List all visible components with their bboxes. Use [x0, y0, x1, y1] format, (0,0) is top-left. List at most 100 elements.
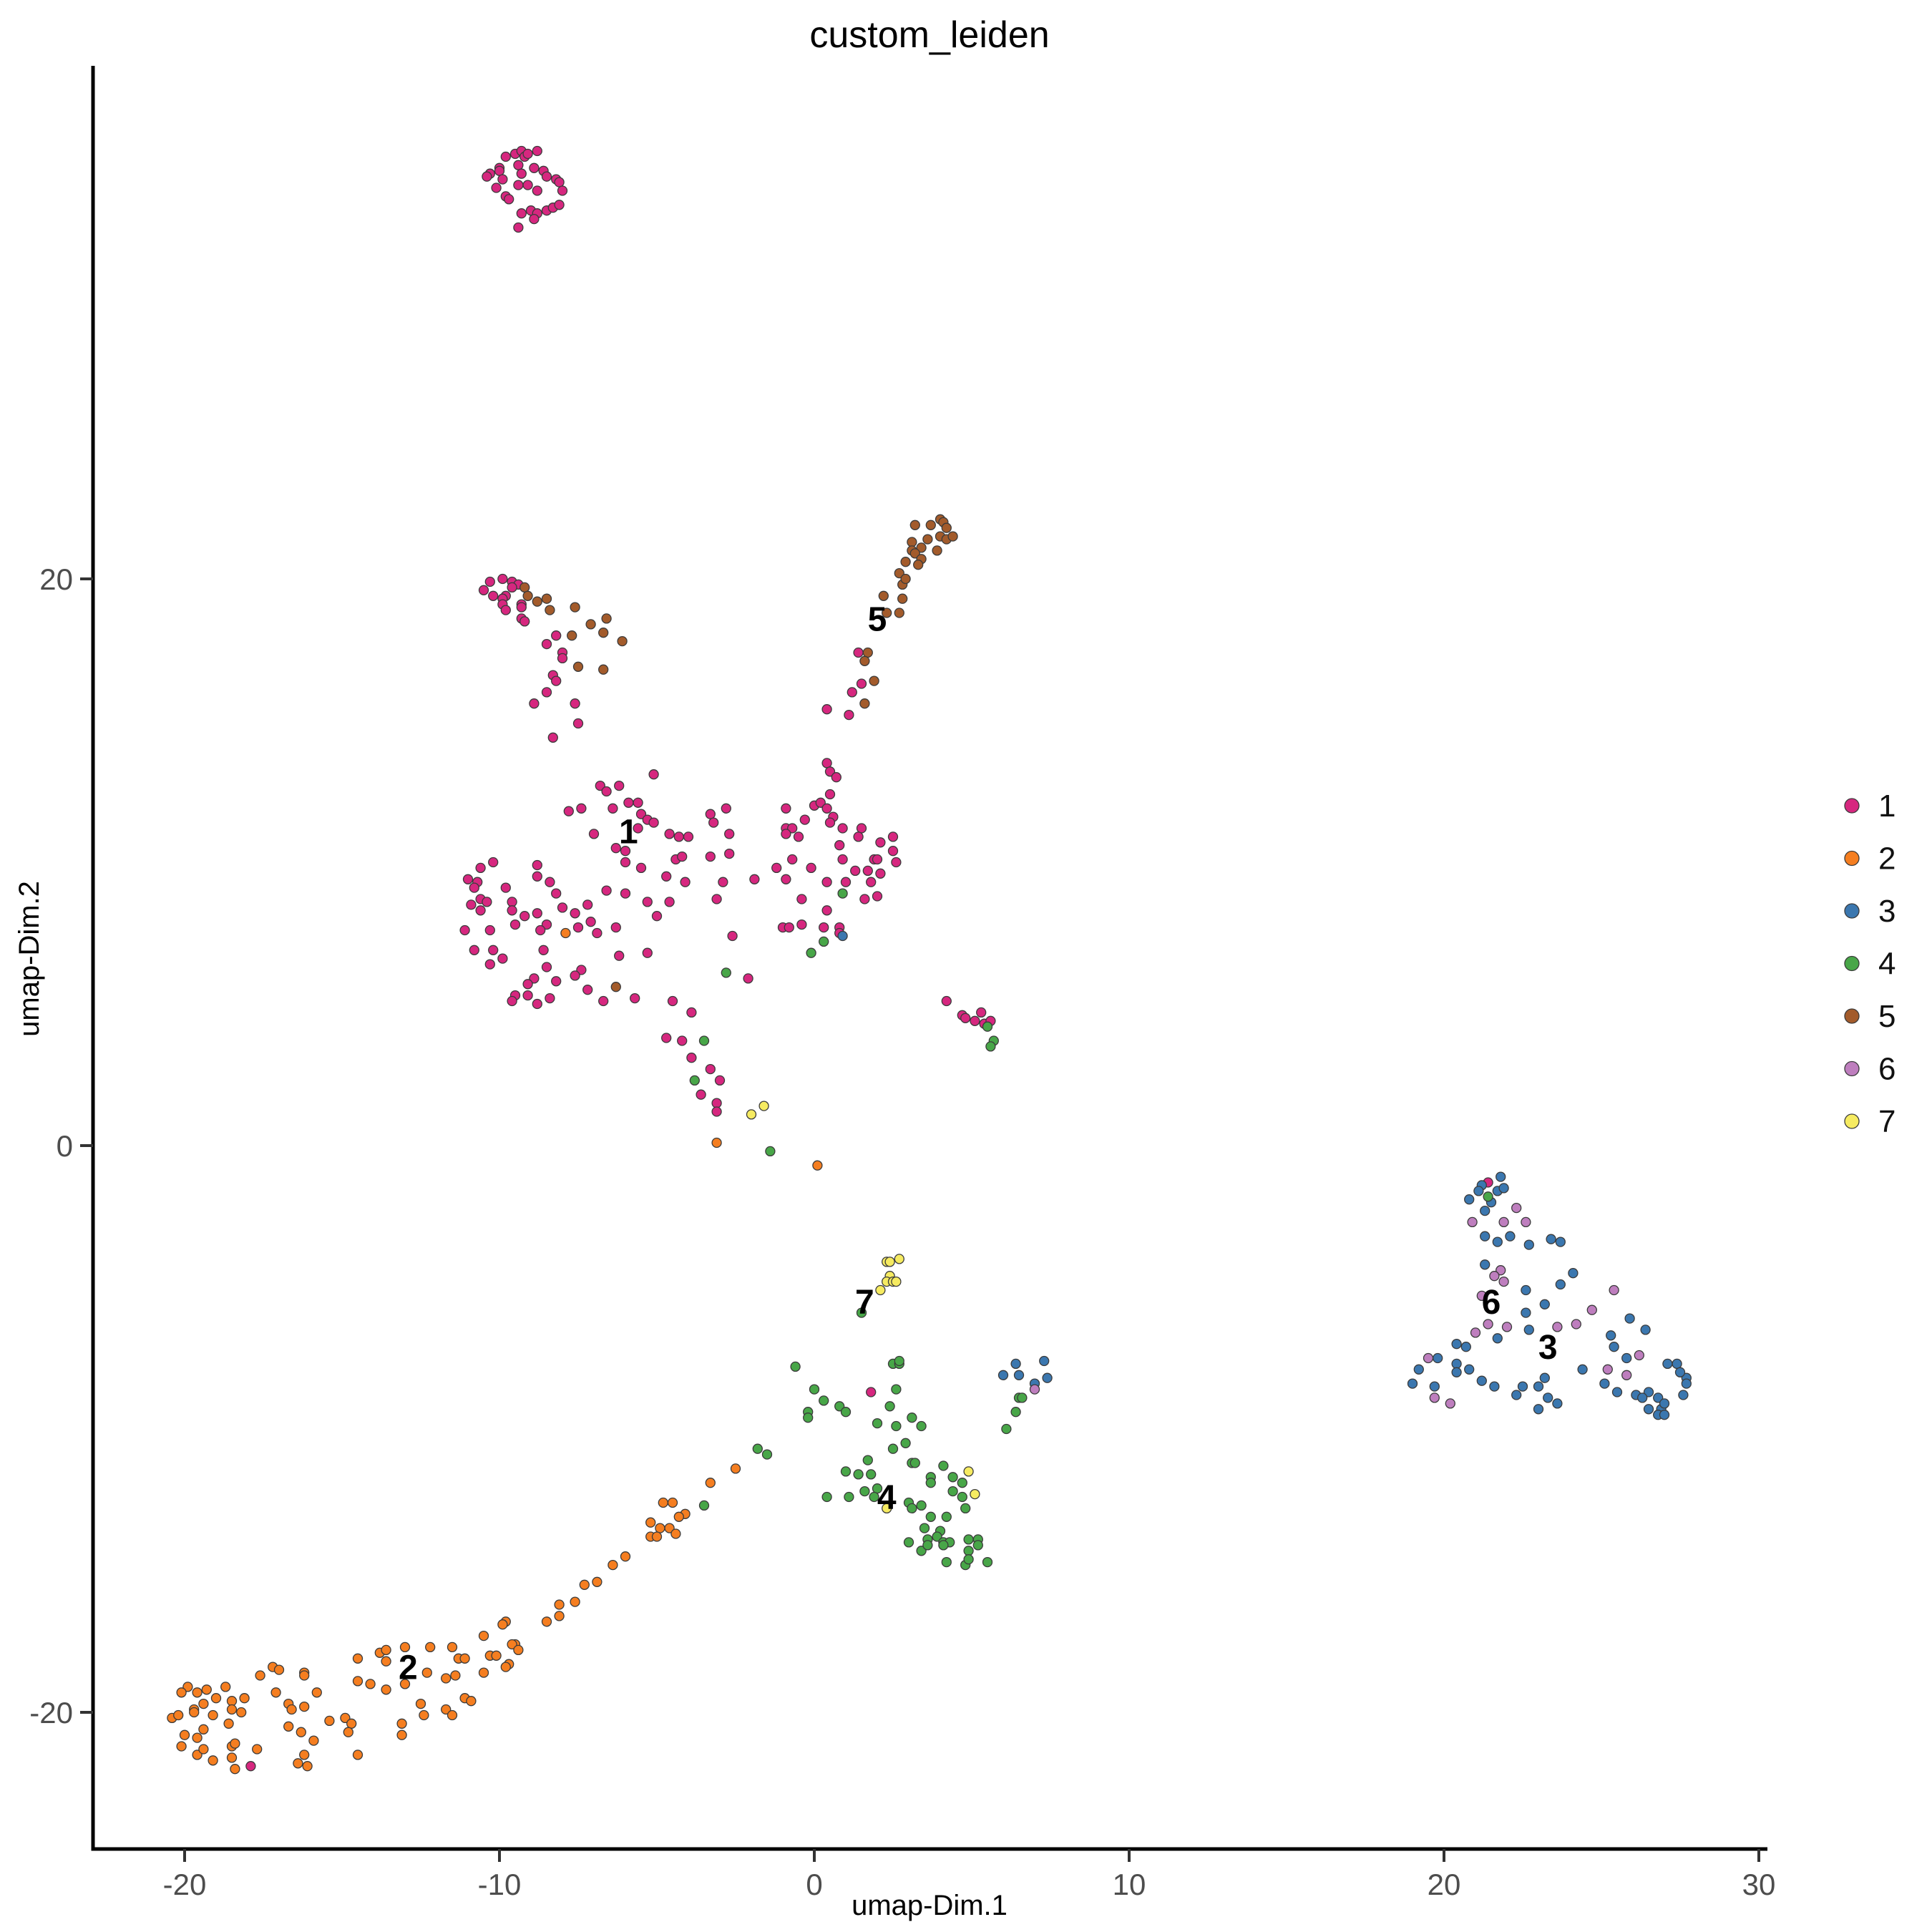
legend-swatch-4: [1844, 955, 1860, 972]
data-point: [1492, 1236, 1503, 1247]
data-point: [236, 1707, 247, 1718]
data-point: [698, 1035, 710, 1046]
data-point: [592, 927, 602, 939]
data-point: [381, 1656, 391, 1667]
data-point: [1521, 1284, 1531, 1296]
data-point: [245, 1761, 256, 1772]
legend-label-1: 1: [1878, 789, 1896, 824]
data-point: [925, 1511, 936, 1522]
data-point: [884, 1401, 895, 1412]
data-point: [705, 1063, 716, 1075]
data-point: [610, 982, 621, 992]
data-point: [516, 208, 527, 219]
data-point: [633, 823, 643, 834]
data-point: [1470, 1327, 1481, 1338]
data-point: [208, 1755, 218, 1766]
data-point: [1467, 1216, 1478, 1228]
data-point: [620, 1551, 631, 1562]
data-point: [887, 831, 899, 842]
data-point: [856, 1307, 867, 1318]
data-point: [478, 585, 489, 595]
data-point: [425, 1641, 436, 1653]
data-point: [500, 151, 511, 162]
data-point: [1451, 1358, 1462, 1370]
data-point: [570, 602, 580, 613]
data-point: [1521, 1307, 1531, 1318]
data-point: [1013, 1370, 1025, 1380]
data-point: [1483, 1319, 1493, 1330]
data-point: [522, 590, 533, 601]
data-point: [635, 809, 647, 819]
data-point: [1546, 1234, 1556, 1244]
data-point: [396, 1729, 407, 1740]
data-point: [532, 859, 542, 871]
data-point: [1496, 1265, 1506, 1276]
data-point: [976, 1007, 987, 1018]
data-point: [894, 567, 904, 579]
legend-swatch-5: [1844, 1008, 1860, 1024]
data-point: [198, 1698, 209, 1709]
data-point: [541, 593, 552, 604]
data-point: [997, 1370, 1009, 1380]
data-point: [513, 222, 524, 233]
data-point: [450, 1670, 461, 1681]
data-point: [478, 1630, 489, 1641]
data-point: [538, 945, 549, 955]
data-point: [1539, 1299, 1550, 1309]
data-point: [198, 1724, 209, 1735]
data-point: [585, 619, 596, 630]
data-point: [916, 1420, 927, 1432]
data-point: [1521, 1216, 1531, 1228]
data-point: [475, 905, 486, 916]
data-point: [781, 874, 791, 884]
data-point: [862, 647, 873, 658]
data-point: [963, 1534, 974, 1545]
data-point: [541, 919, 552, 930]
data-point: [466, 1696, 477, 1707]
data-point: [1042, 1372, 1053, 1383]
data-point: [557, 653, 568, 664]
data-point: [1492, 1333, 1503, 1344]
data-point: [887, 846, 899, 857]
data-point: [916, 542, 927, 553]
data-point: [441, 1704, 452, 1715]
data-point: [1496, 1171, 1506, 1182]
data-point: [746, 1109, 757, 1120]
cluster-3-points: [837, 930, 1692, 1420]
data-point: [970, 1488, 980, 1500]
data-point: [909, 519, 920, 530]
data-point: [1476, 1375, 1487, 1386]
data-point: [894, 608, 904, 618]
data-point: [859, 1485, 870, 1497]
data-point: [608, 803, 618, 814]
data-point: [500, 1662, 511, 1672]
data-point: [551, 976, 562, 987]
data-point: [941, 522, 952, 533]
data-point: [601, 613, 612, 624]
data-point: [572, 661, 584, 672]
data-point: [570, 908, 580, 919]
data-point: [494, 165, 505, 176]
data-point: [1634, 1350, 1644, 1361]
data-point: [882, 1503, 892, 1514]
cluster-4-points: [689, 888, 1493, 1571]
data-point: [834, 840, 845, 851]
data-point: [513, 160, 524, 170]
data-point: [1586, 1304, 1597, 1315]
data-point: [821, 1491, 832, 1503]
data-point: [932, 1531, 942, 1542]
data-point: [182, 1682, 193, 1692]
data-point: [821, 704, 832, 715]
data-point: [1533, 1404, 1544, 1415]
data-point: [223, 1718, 234, 1729]
data-point: [651, 911, 663, 922]
data-point: [557, 902, 568, 913]
data-points: [167, 145, 1692, 1775]
y-axis-label: umap-Dim.2: [14, 881, 45, 1037]
data-point: [469, 882, 479, 893]
data-point: [938, 1460, 949, 1471]
data-point: [1433, 1352, 1443, 1364]
data-point: [1568, 1268, 1579, 1279]
data-point: [192, 1732, 203, 1743]
cluster-label-4: 4: [877, 1479, 897, 1517]
